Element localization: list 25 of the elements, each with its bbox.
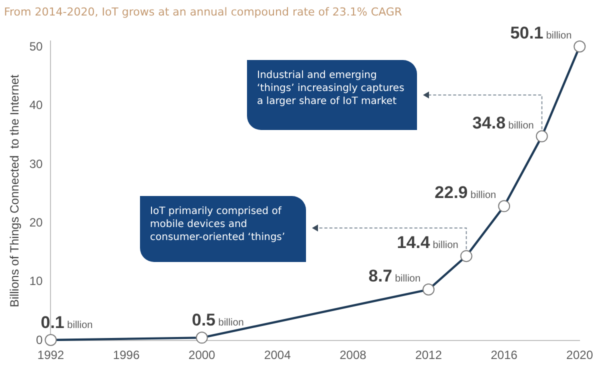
data-label: 14.4 billion	[396, 233, 458, 252]
y-axis-title: Billions of Things Connected to the Internet	[8, 74, 22, 308]
y-tick-label: 0	[36, 332, 44, 347]
x-tick-label: 2016	[490, 348, 518, 362]
x-tick-label: 2008	[340, 348, 367, 362]
data-label: 50.1 billion	[510, 23, 572, 42]
x-tick-label: 2012	[415, 348, 442, 362]
callout-box: IoT primarily comprised of mobile devices and consumer-oriented ‘things’	[140, 196, 306, 262]
callout-box: Industrial and emerging ‘things’ increasingly captures a larger share of IoT market	[247, 60, 417, 130]
x-tick-label: 2020	[566, 348, 594, 362]
data-label: 8.7 billion	[368, 266, 421, 286]
y-tick-label: 20	[29, 216, 44, 230]
x-tick-label: 1996	[112, 348, 140, 362]
data-label: 0.5 billion	[192, 310, 244, 330]
x-tick-label: 2004	[264, 348, 292, 362]
data-label: 22.9 billion	[434, 183, 496, 202]
data-label: 34.8 billion	[472, 113, 534, 132]
x-tick-label: 1992	[37, 348, 64, 362]
y-tick-label: 50	[29, 39, 44, 54]
data-label: 0.1 billion	[40, 313, 93, 332]
y-tick-label: 10	[29, 274, 44, 288]
y-tick-label: 30	[29, 156, 44, 171]
x-tick-label: 2000	[188, 348, 216, 362]
chart-title: From 2014-2020, IoT grows at an annual compound rate of 23.1% CAGR	[4, 5, 402, 18]
y-tick-label: 40	[29, 98, 44, 112]
